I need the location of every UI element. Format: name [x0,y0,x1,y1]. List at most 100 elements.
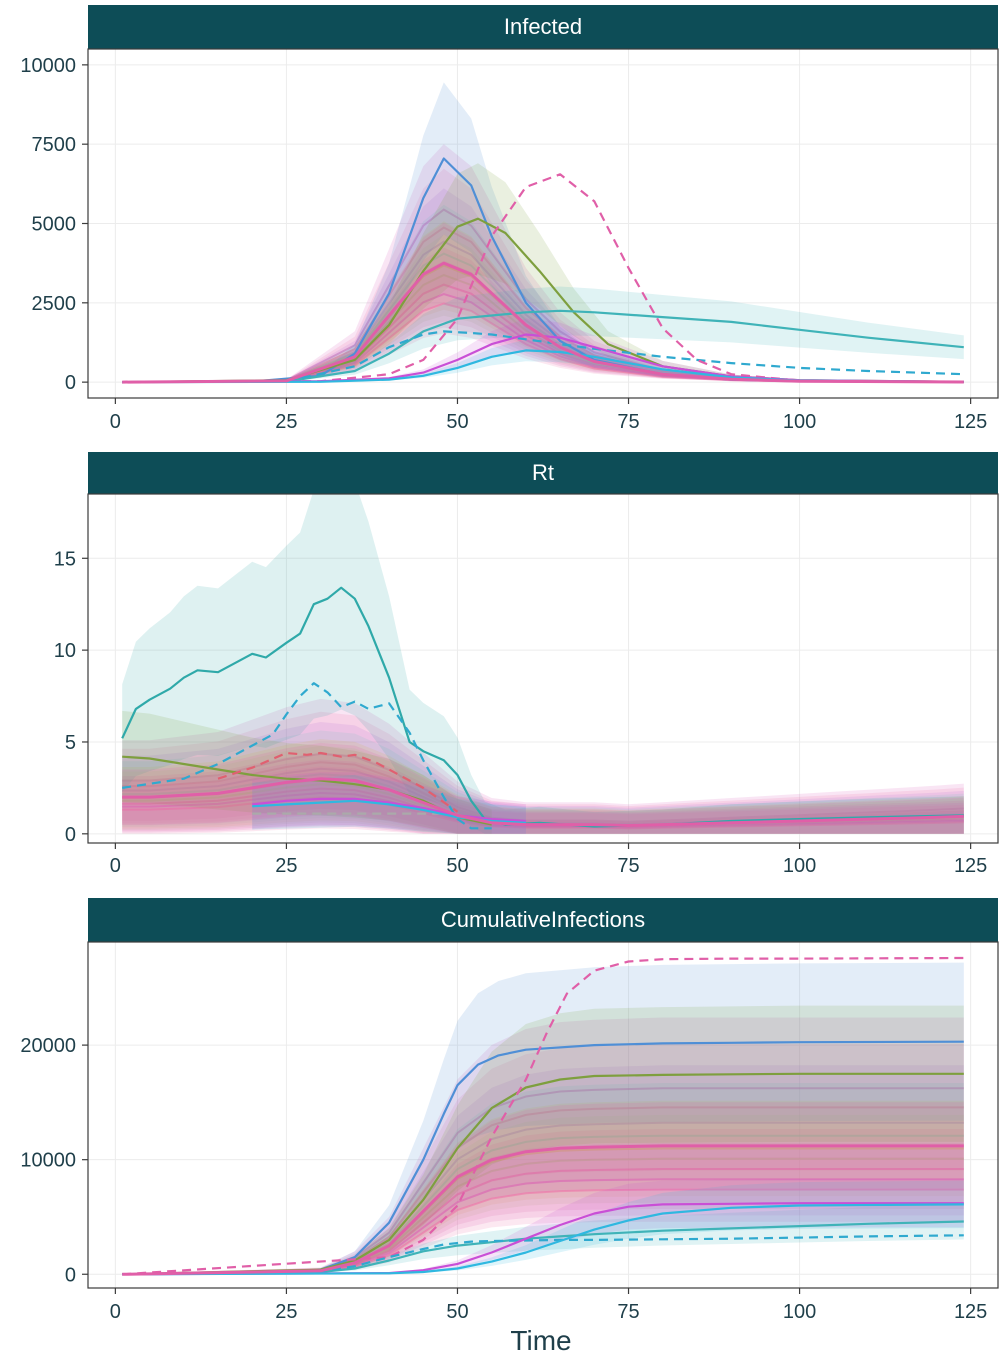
y-tick-label: 20000 [20,1035,76,1057]
y-tick-label: 0 [65,372,76,394]
ensemble-band [122,1157,964,1275]
ensemble-band [122,1065,964,1275]
ensemble-line [122,302,964,384]
series-line [217,751,459,813]
x-tick-label: 100 [783,411,816,433]
x-tick-label: 0 [110,1301,121,1323]
series-line [122,261,964,384]
plot-area [88,494,998,843]
ensemble-band [122,766,964,834]
plot-area [88,942,998,1288]
series-band [122,163,964,383]
panel-strip [88,5,998,49]
series-line [252,797,526,823]
series-line [122,1040,964,1276]
panel-title: Infected [504,14,582,39]
y-tick-label: 7500 [32,134,77,156]
x-axis-title: Time [510,1325,571,1355]
x-tick-label: 0 [110,411,121,433]
x-tick-label: 125 [954,411,987,433]
x-tick-label: 75 [617,1301,639,1323]
series-line [122,349,964,384]
ensemble-band [122,722,964,834]
plot-border [87,941,999,1289]
panel-strip [88,452,998,494]
ensemble-line [122,1087,964,1276]
y-tick-label: 10 [54,640,76,662]
y-tick-label: 10000 [20,55,76,77]
x-tick-label: 75 [617,411,639,433]
series-band [122,710,492,834]
panel-strip [88,898,998,942]
y-tick-label: 5000 [32,214,77,236]
plot-content [122,82,964,384]
ensemble-band [122,1114,964,1275]
y-tick-label: 10000 [20,1150,76,1172]
panel-1: Rt 0 25 50 75 100 125 0 5 10 15 [54,452,999,877]
x-tick-label: 100 [783,855,816,877]
ensemble-band [122,247,964,383]
x-tick-label: 0 [110,855,121,877]
ensemble-band [122,221,964,383]
ensemble-band [122,1017,964,1275]
series-band [122,286,964,383]
ensemble-band [122,260,964,383]
series-band [122,494,964,834]
series-line [122,777,964,827]
x-tick-label: 25 [275,1301,297,1323]
x-tick-label: 50 [446,855,468,877]
plot-border [87,493,999,844]
ensemble-band [122,739,964,834]
panel-2: CumulativeInfections 0 25 50 75 100 125 0 10000 2… [20,898,999,1355]
y-tick-label: 15 [54,548,76,570]
x-tick-label: 25 [275,411,297,433]
ensemble-band [122,1083,964,1275]
ensemble-band [122,1100,964,1275]
x-tick-label: 25 [275,855,297,877]
ensemble-line [122,752,964,823]
series-line [122,1202,964,1276]
panel-0: Infected 0 25 50 75 100 125 0 2500 5000 7500 10000 [20,5,999,433]
ensemble-band [122,1044,964,1275]
y-tick-label: 5 [65,732,76,754]
ensemble-band [122,711,964,834]
ensemble-line [122,1188,964,1276]
x-tick-label: 125 [954,1301,987,1323]
x-tick-label: 75 [617,855,639,877]
ensemble-line [122,1178,964,1276]
ensemble-band [122,1143,964,1275]
series-band [122,742,964,834]
series-line [122,1072,964,1276]
series-band [122,1005,964,1275]
series-line [122,330,964,384]
y-tick-label: 2500 [32,293,77,315]
plot-content [122,956,964,1276]
ensemble-band [122,745,964,834]
ensemble-band [122,204,964,383]
ensemble-line [122,1106,964,1276]
series-line [122,173,964,384]
ensemble-band [122,168,964,383]
series-line [122,309,964,384]
y-tick-label: 0 [65,1264,76,1286]
ensemble-band [122,1129,964,1275]
x-tick-label: 125 [954,855,987,877]
ensemble-band [122,730,964,834]
plot-content [121,494,964,834]
x-tick-label: 100 [783,1301,816,1323]
ensemble-line [122,761,964,825]
series-band [122,1203,964,1275]
panel-title: Rt [532,460,554,485]
series-line [122,1144,964,1276]
panel-title: CumulativeInfections [441,907,645,932]
series-line [122,1234,964,1276]
ensemble-band [122,273,964,383]
series-line [122,956,964,1276]
series-band [122,339,964,383]
series-band [122,962,964,1275]
series-line [122,682,492,830]
x-tick-label: 50 [446,411,468,433]
series-line [122,1203,964,1276]
ensemble-band [122,698,964,834]
